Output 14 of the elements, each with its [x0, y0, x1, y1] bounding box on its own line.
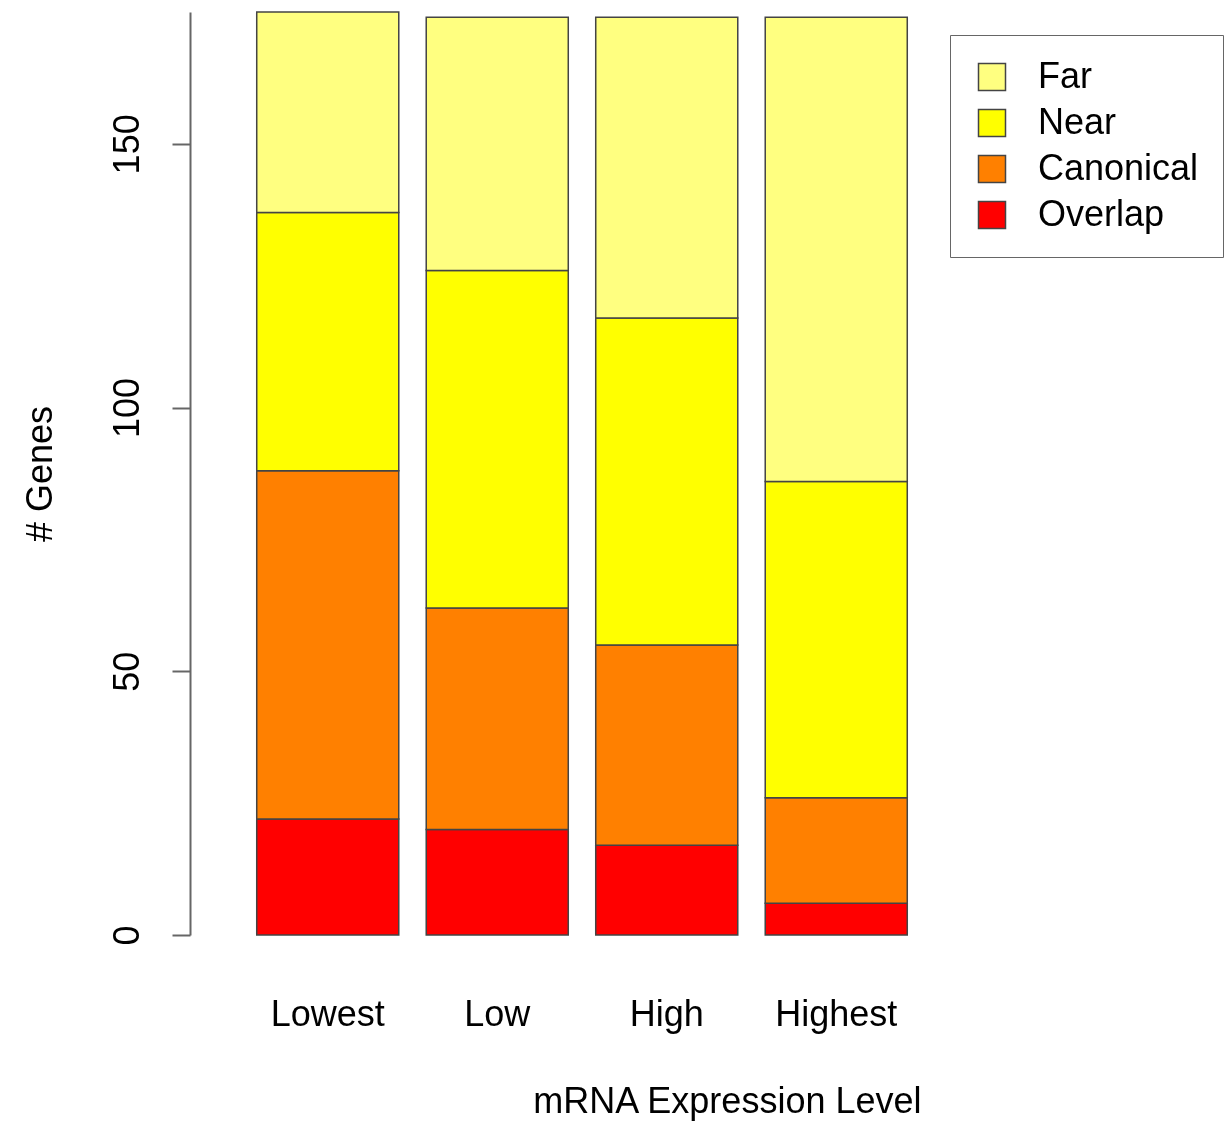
x-axis-title: mRNA Expression Level	[533, 1079, 922, 1121]
legend-label: Far	[1038, 55, 1093, 96]
legend-label: Overlap	[1038, 193, 1165, 234]
x-tick-label: Low	[464, 992, 532, 1034]
y-tick-label: 100	[105, 378, 147, 439]
x-tick-label: Highest	[775, 992, 898, 1034]
y-tick-label: 50	[105, 651, 147, 692]
legend-label: Canonical	[1038, 147, 1199, 188]
legend-label: Near	[1038, 101, 1117, 142]
y-tick-label: 150	[105, 114, 147, 175]
y-tick-label: 0	[105, 925, 147, 946]
x-tick-label: High	[629, 992, 704, 1034]
x-tick-label: Lowest	[270, 992, 385, 1034]
y-axis-title: # Genes	[18, 405, 60, 543]
